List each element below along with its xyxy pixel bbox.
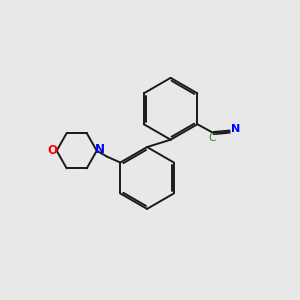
Text: N: N xyxy=(95,143,105,156)
Text: N: N xyxy=(231,124,240,134)
Text: O: O xyxy=(48,144,58,157)
Text: C: C xyxy=(208,134,216,143)
